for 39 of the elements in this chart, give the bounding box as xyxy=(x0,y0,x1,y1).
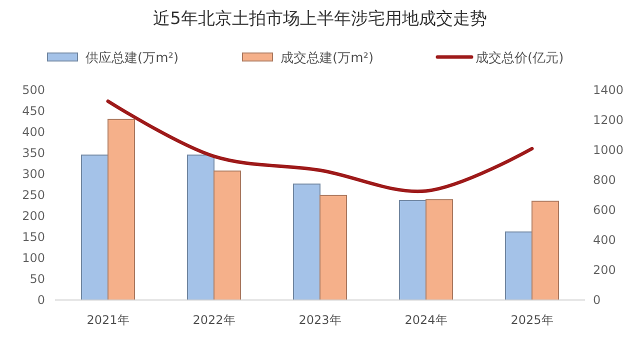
x-tick-label: 2024年 xyxy=(404,313,448,327)
bar xyxy=(532,200,559,300)
x-tick-label: 2023年 xyxy=(298,313,342,327)
y-tick-label: 250 xyxy=(22,188,45,202)
y-tick-label: 300 xyxy=(22,167,45,181)
y-tick-label: 350 xyxy=(22,146,45,160)
line-series xyxy=(106,100,534,194)
legend-label: 成交总建(万m²) xyxy=(280,50,374,66)
y2-tick-label: 1400 xyxy=(593,83,624,97)
y-tick-label: 200 xyxy=(22,209,45,223)
y2-tick-label: 1000 xyxy=(593,143,624,157)
y2-tick-label: 200 xyxy=(593,263,616,277)
bar xyxy=(214,170,241,300)
x-tick-label: 2022年 xyxy=(192,313,236,327)
y-tick-label: 100 xyxy=(22,251,45,265)
y2-tick-label: 800 xyxy=(593,173,616,187)
y2-tick-label: 400 xyxy=(593,233,616,247)
y-tick-label: 400 xyxy=(22,125,45,139)
bar xyxy=(293,184,320,300)
y2-tick-label: 0 xyxy=(593,293,601,307)
legend-label: 成交总价(亿元) xyxy=(476,50,564,66)
y2-tick-label: 1200 xyxy=(593,113,624,127)
bar xyxy=(399,200,426,300)
bar xyxy=(187,154,214,300)
bar xyxy=(426,199,453,300)
x-tick-label: 2021年 xyxy=(86,313,130,327)
bar xyxy=(108,118,135,300)
bar xyxy=(81,154,108,300)
chart-title: 近5年北京土拍市场上半年涉宅用地成交走势 xyxy=(153,9,487,29)
y2-tick-label: 600 xyxy=(593,203,616,217)
bar xyxy=(320,194,347,300)
y-tick-label: 500 xyxy=(22,83,45,97)
y-tick-label: 150 xyxy=(22,230,45,244)
bar xyxy=(505,231,532,300)
y-tick-label: 450 xyxy=(22,104,45,118)
y-tick-label: 0 xyxy=(37,293,45,307)
legend-label: 供应总建(万m²) xyxy=(86,50,179,66)
y-tick-label: 50 xyxy=(30,272,45,286)
x-tick-label: 2025年 xyxy=(510,313,554,327)
